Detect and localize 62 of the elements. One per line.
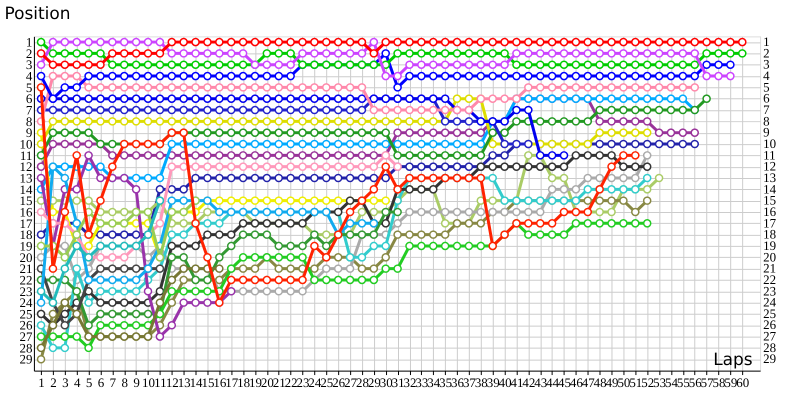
x-axis-title: Laps: [713, 349, 753, 370]
x-tick-label: 34: [427, 375, 441, 390]
x-tick-label: 39: [486, 375, 500, 390]
x-tick-label: 32: [404, 375, 416, 390]
x-tick-label: 51: [629, 375, 642, 390]
x-tick-label: 47: [582, 375, 596, 390]
x-tick-label: 6: [98, 375, 105, 390]
x-tick-label: 4: [74, 375, 81, 390]
x-tick-label: 50: [617, 375, 630, 390]
x-tick-label: 45: [558, 375, 571, 390]
x-tick-label: 13: [178, 375, 191, 390]
x-tick-label: 22: [284, 375, 298, 390]
x-tick-label: 3: [62, 375, 69, 390]
x-tick-label: 42: [522, 375, 536, 390]
x-tick-label: 28: [356, 375, 369, 390]
x-tick-label: 8: [122, 375, 128, 390]
x-tick-label: 19: [249, 375, 262, 390]
x-tick-label: 27: [344, 375, 358, 390]
x-tick-label: 33: [415, 375, 428, 390]
x-tick-label: 20: [260, 375, 274, 390]
x-tick-label: 46: [570, 375, 584, 390]
x-tick-label: 23: [296, 375, 310, 390]
x-tick-label: 48: [594, 375, 607, 390]
x-tick-label: 59: [724, 375, 738, 390]
x-tick-label: 2: [50, 375, 57, 390]
x-tick-label: 36: [451, 375, 465, 390]
x-tick-label: 18: [237, 375, 250, 390]
x-tick-label: 53: [653, 375, 666, 390]
x-tick-label: 12: [166, 375, 179, 390]
x-tick-label: 60: [736, 375, 750, 390]
x-tick-label: 54: [664, 375, 678, 390]
x-tick-label: 56: [688, 375, 702, 390]
x-tick-label: 43: [534, 375, 548, 390]
x-tick-label: 58: [712, 375, 726, 390]
x-tick-label: 44: [546, 375, 560, 390]
x-tick-label: 15: [201, 375, 214, 390]
x-tick-label: 35: [439, 375, 452, 390]
x-tick-label: 21: [272, 375, 286, 390]
x-tick-label: 40: [498, 375, 512, 390]
y-axis-title: Position: [4, 2, 70, 23]
x-tick-label: 57: [700, 375, 714, 390]
x-tick-label: 24: [308, 375, 322, 390]
x-tick-label: 14: [190, 375, 204, 390]
x-tick-label: 52: [641, 375, 654, 390]
x-tick-label: 10: [142, 375, 155, 390]
x-tick-label: 16: [213, 375, 227, 390]
x-tick-label: 7: [110, 375, 117, 390]
x-tick-label: 55: [676, 375, 690, 390]
x-tick-label: 1: [38, 375, 45, 390]
x-tick-label: 29: [368, 375, 381, 390]
x-tick-label: 11: [154, 375, 167, 390]
x-tick-label: 49: [606, 375, 619, 390]
x-tick-label: 17: [225, 375, 239, 390]
x-tick-label: 30: [380, 375, 393, 390]
x-tick-label: 31: [392, 375, 405, 390]
x-tick-label: 38: [474, 375, 488, 390]
x-tick-label: 9: [133, 375, 140, 390]
x-tick-label: 37: [462, 375, 476, 390]
x-tick-label: 26: [332, 375, 346, 390]
x-tick-label: 25: [320, 375, 334, 390]
x-tick-label: 41: [510, 375, 524, 390]
x-tick-label: 5: [86, 375, 92, 390]
